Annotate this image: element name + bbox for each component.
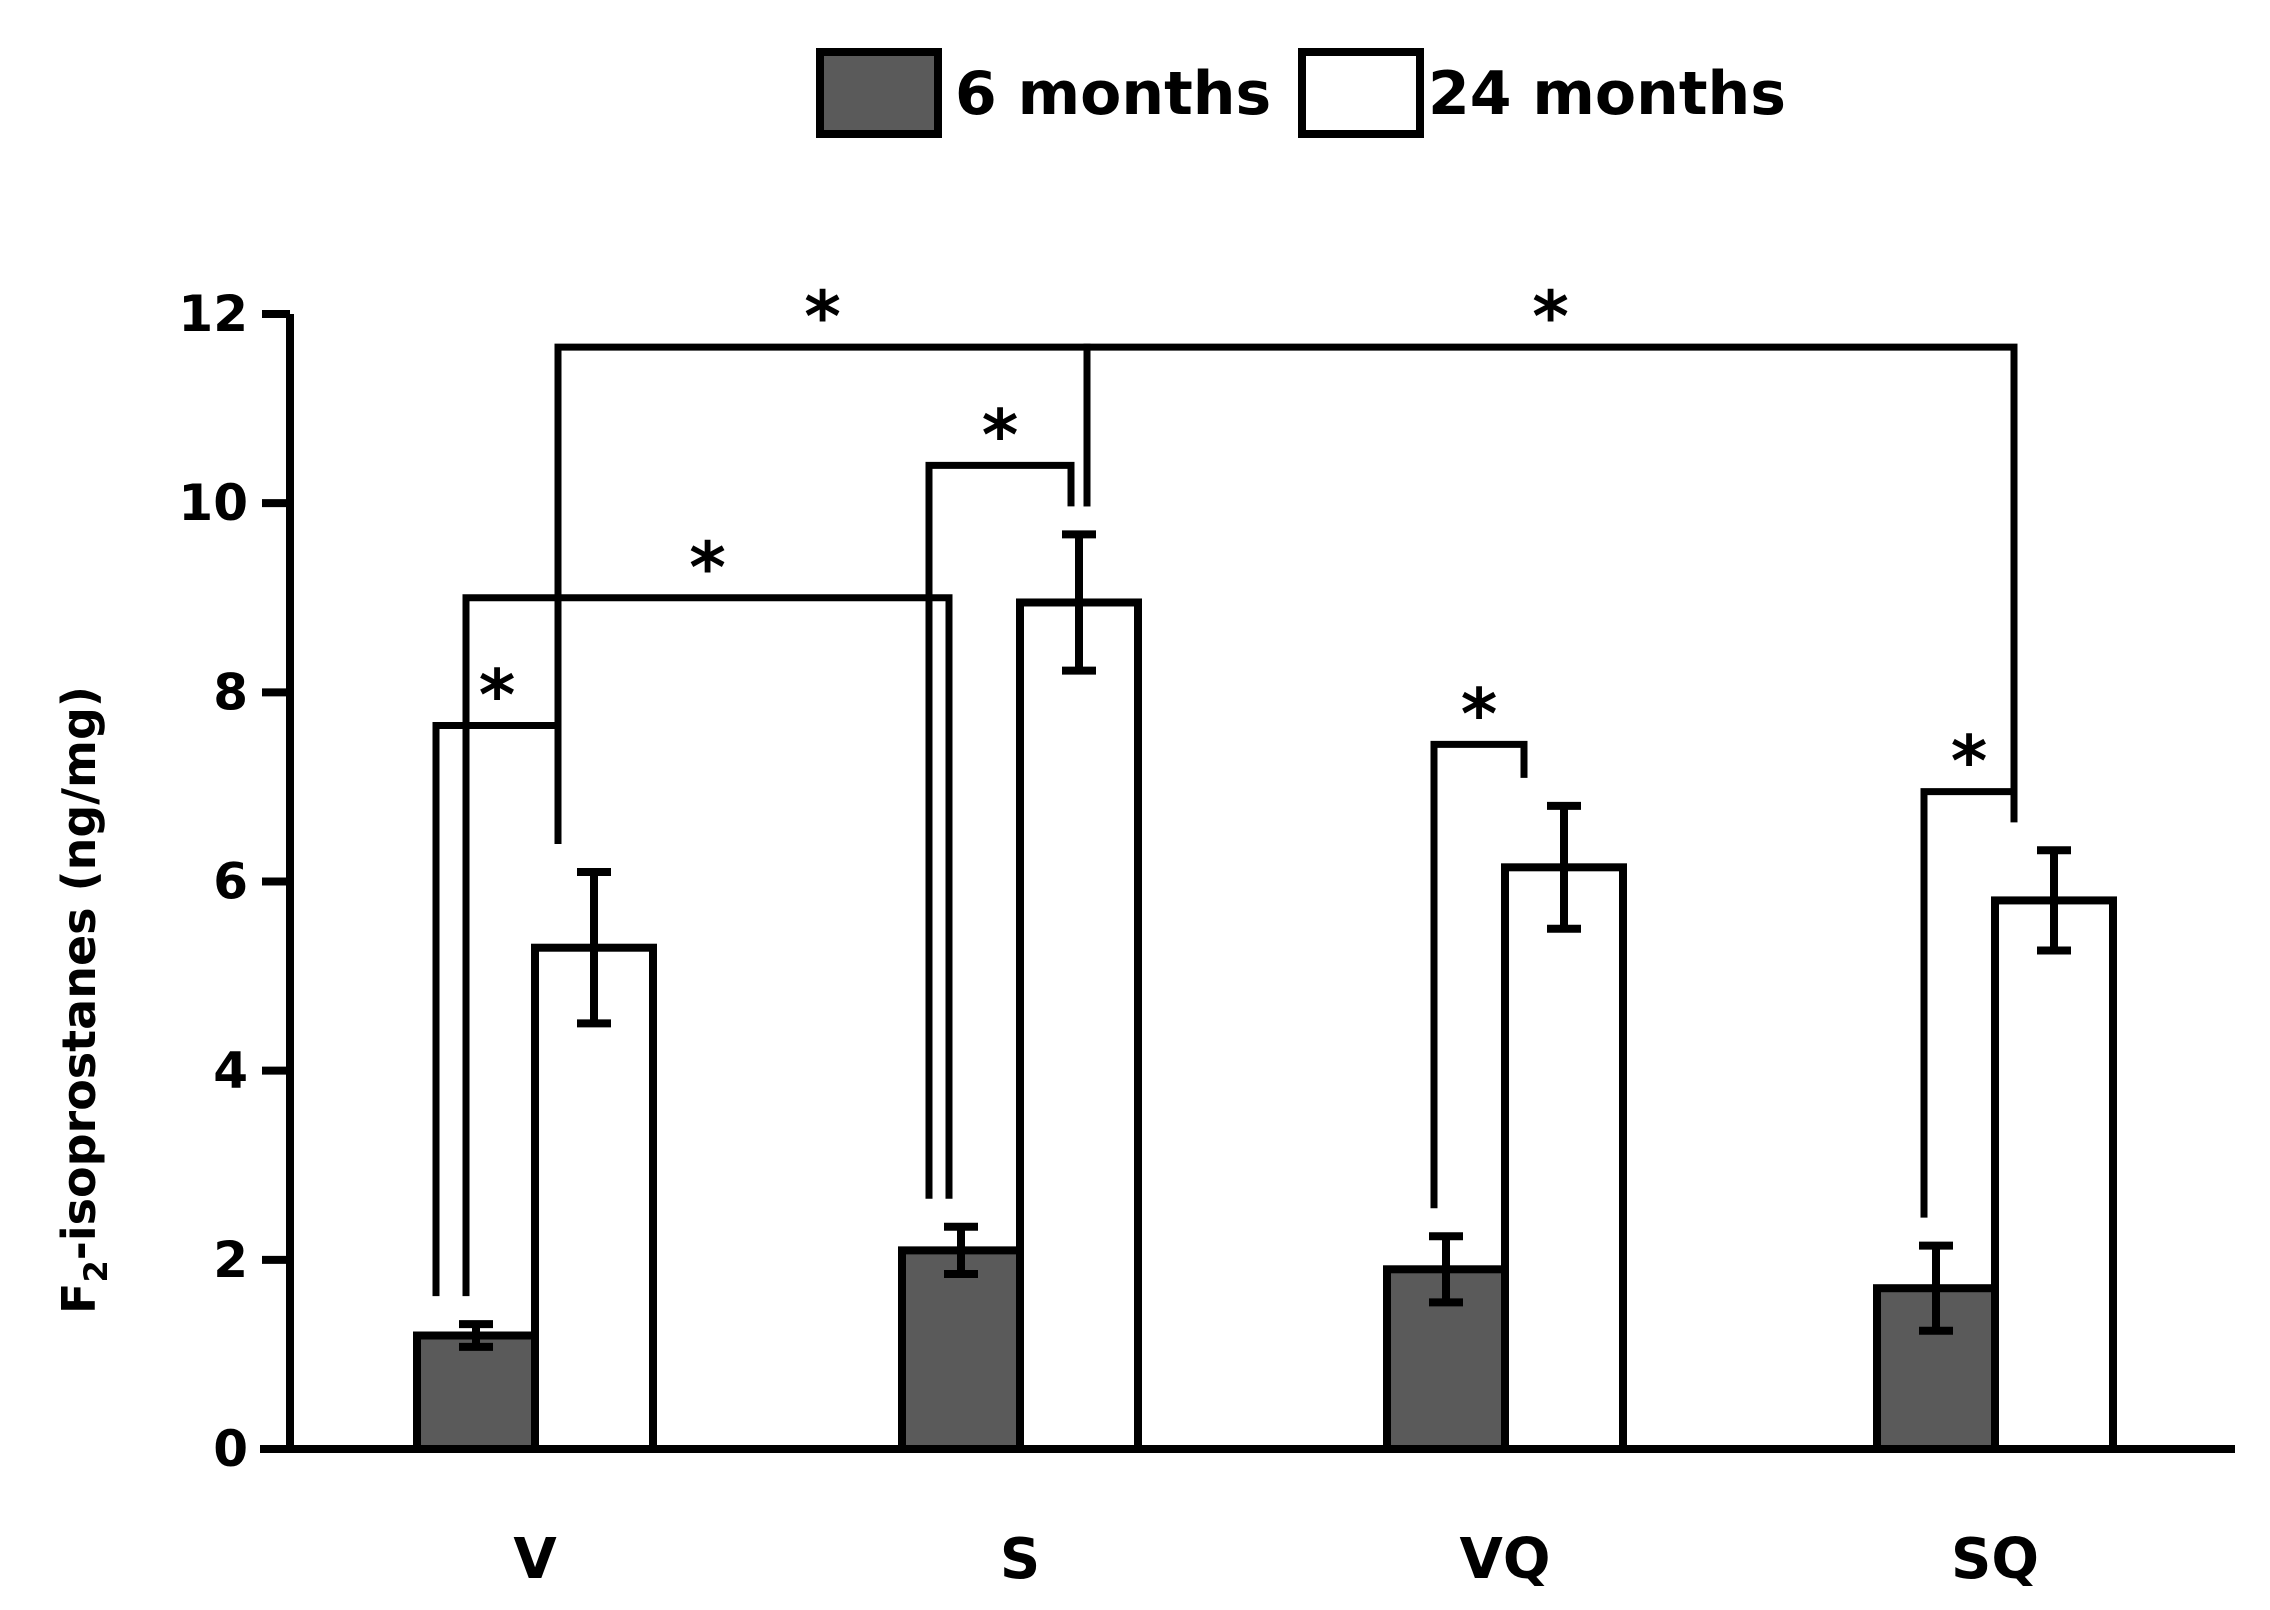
bar [531, 943, 657, 1453]
significance-bracket [1083, 343, 2018, 823]
x-tick-label: VQ [1460, 1527, 1551, 1592]
bars [413, 530, 2117, 1454]
significance-star: * [804, 276, 841, 358]
y-tick-label: 4 [213, 1042, 248, 1100]
significance-brackets: * * * * * * * [432, 276, 2018, 1297]
bar [413, 1331, 539, 1453]
significance-star: * [1951, 721, 1988, 803]
bar [1016, 598, 1142, 1453]
significance-star: * [982, 394, 1019, 476]
x-tick-label: V [513, 1527, 557, 1592]
y-tick-label: 12 [178, 285, 248, 343]
significance-star: * [1461, 673, 1498, 755]
y-axis-label-rest: -isoprostanes (ng/mg) [52, 686, 106, 1260]
significance-bracket [462, 594, 953, 1297]
significance-bracket [925, 461, 1075, 1199]
y-axis-label-subscript: 2 [77, 1260, 115, 1282]
legend: 6 months 24 months [816, 48, 1786, 138]
bar [1501, 863, 1627, 1453]
y-tick-label: 2 [213, 1231, 248, 1289]
legend-label: 24 months [1428, 59, 1786, 129]
significance-star: * [689, 527, 726, 609]
x-tick-label: S [1000, 1527, 1040, 1592]
y-tick-label: 10 [178, 474, 248, 532]
legend-swatch [1298, 48, 1424, 138]
y-tick-label: 8 [213, 663, 248, 721]
significance-star: * [479, 654, 516, 736]
x-tick-label: SQ [1951, 1527, 2039, 1592]
bar [898, 1246, 1024, 1453]
y-axis-label-main: F [52, 1283, 106, 1314]
legend-label: 6 months [955, 59, 1271, 129]
y-tick-label: 0 [213, 1420, 248, 1478]
significance-bracket [1430, 740, 1528, 1209]
y-axis-label: F2-isoprostanes (ng/mg) [52, 686, 115, 1314]
legend-swatch [816, 48, 942, 138]
bar [1991, 896, 2117, 1453]
significance-star: * [1532, 276, 1569, 358]
y-tick-label: 6 [213, 853, 248, 911]
